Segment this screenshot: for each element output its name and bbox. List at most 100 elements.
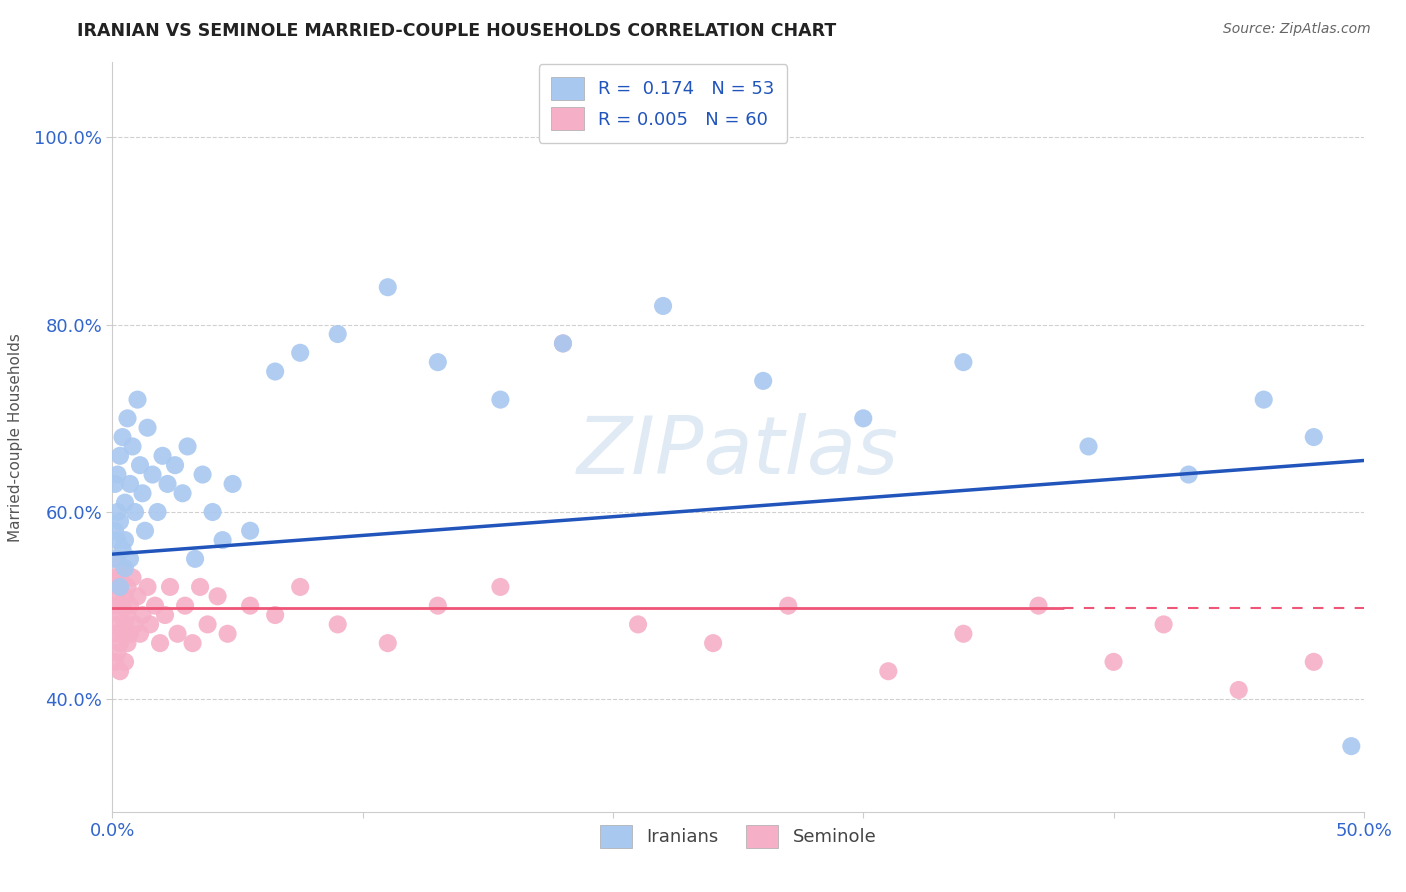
Point: [124, 617, 146, 632]
Point: [107, 617, 129, 632]
Point: [107, 590, 129, 604]
Point: [141, 467, 163, 482]
Point: [326, 326, 349, 341]
Point: [207, 590, 229, 604]
Point: [377, 636, 399, 650]
Point: [1177, 467, 1199, 482]
Point: [118, 476, 141, 491]
Point: [1077, 439, 1099, 453]
Point: [108, 571, 131, 585]
Point: [172, 486, 194, 500]
Point: [877, 664, 900, 679]
Point: [188, 580, 211, 594]
Point: [326, 617, 349, 632]
Point: [104, 551, 127, 566]
Point: [131, 486, 153, 500]
Point: [1253, 392, 1275, 407]
Point: [111, 430, 134, 444]
Point: [159, 580, 181, 594]
Point: [134, 524, 156, 538]
Point: [152, 449, 174, 463]
Point: [1153, 617, 1175, 632]
Point: [121, 571, 143, 585]
Point: [184, 551, 207, 566]
Point: [201, 505, 224, 519]
Text: IRANIAN VS SEMINOLE MARRIED-COUPLE HOUSEHOLDS CORRELATION CHART: IRANIAN VS SEMINOLE MARRIED-COUPLE HOUSE…: [77, 22, 837, 40]
Point: [107, 505, 129, 519]
Point: [104, 655, 127, 669]
Point: [627, 617, 650, 632]
Point: [143, 599, 166, 613]
Point: [702, 636, 724, 650]
Point: [111, 599, 134, 613]
Point: [108, 514, 131, 528]
Point: [1302, 430, 1324, 444]
Point: [118, 551, 141, 566]
Point: [1227, 683, 1250, 698]
Point: [264, 608, 287, 623]
Point: [652, 299, 675, 313]
Point: [114, 533, 136, 547]
Point: [108, 664, 131, 679]
Point: [108, 636, 131, 650]
Point: [129, 458, 152, 473]
Point: [104, 524, 127, 538]
Point: [752, 374, 775, 388]
Point: [952, 355, 974, 369]
Point: [1302, 655, 1324, 669]
Point: [1340, 739, 1362, 753]
Point: [290, 345, 312, 359]
Point: [114, 617, 136, 632]
Point: [290, 580, 312, 594]
Point: [104, 476, 127, 491]
Point: [176, 439, 198, 453]
Point: [489, 580, 512, 594]
Point: [146, 505, 169, 519]
Point: [264, 365, 287, 379]
Point: [153, 608, 176, 623]
Point: [114, 561, 136, 575]
Point: [111, 561, 134, 575]
Point: [197, 617, 219, 632]
Point: [239, 524, 262, 538]
Text: Source: ZipAtlas.com: Source: ZipAtlas.com: [1223, 22, 1371, 37]
Point: [1102, 655, 1125, 669]
Point: [166, 626, 188, 640]
Point: [129, 626, 152, 640]
Point: [104, 571, 127, 585]
Point: [117, 580, 139, 594]
Point: [174, 599, 197, 613]
Point: [114, 655, 136, 669]
Point: [117, 411, 139, 425]
Point: [118, 626, 141, 640]
Point: [551, 336, 574, 351]
Point: [489, 392, 512, 407]
Point: [239, 599, 262, 613]
Point: [136, 421, 159, 435]
Point: [426, 355, 449, 369]
Point: [149, 636, 172, 650]
Point: [221, 476, 243, 491]
Point: [107, 646, 129, 660]
Point: [551, 336, 574, 351]
Point: [104, 626, 127, 640]
Text: ZIPatlas: ZIPatlas: [576, 413, 900, 491]
Y-axis label: Married-couple Households: Married-couple Households: [8, 333, 22, 541]
Point: [156, 476, 179, 491]
Point: [124, 505, 146, 519]
Point: [107, 467, 129, 482]
Point: [139, 617, 162, 632]
Point: [107, 551, 129, 566]
Point: [217, 626, 239, 640]
Point: [117, 608, 139, 623]
Point: [111, 542, 134, 557]
Point: [377, 280, 399, 294]
Point: [108, 580, 131, 594]
Point: [127, 392, 149, 407]
Point: [136, 580, 159, 594]
Point: [114, 496, 136, 510]
Point: [121, 439, 143, 453]
Point: [117, 636, 139, 650]
Point: [108, 580, 131, 594]
Point: [426, 599, 449, 613]
